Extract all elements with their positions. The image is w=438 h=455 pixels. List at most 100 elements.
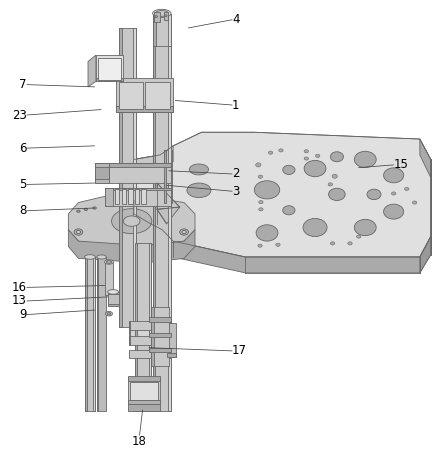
FancyBboxPatch shape	[108, 294, 119, 303]
FancyBboxPatch shape	[164, 11, 168, 20]
FancyBboxPatch shape	[130, 382, 158, 400]
Ellipse shape	[189, 164, 208, 175]
Ellipse shape	[304, 160, 326, 177]
Polygon shape	[128, 404, 159, 411]
Ellipse shape	[405, 187, 409, 191]
Text: 16: 16	[12, 281, 27, 294]
FancyBboxPatch shape	[130, 336, 170, 344]
Polygon shape	[157, 207, 180, 224]
Text: 8: 8	[20, 204, 27, 217]
FancyBboxPatch shape	[135, 189, 139, 204]
FancyBboxPatch shape	[152, 14, 171, 46]
Text: 4: 4	[232, 13, 240, 26]
Ellipse shape	[108, 290, 119, 294]
FancyBboxPatch shape	[168, 14, 171, 46]
Ellipse shape	[105, 260, 113, 264]
FancyBboxPatch shape	[128, 376, 159, 381]
Ellipse shape	[348, 242, 352, 245]
Ellipse shape	[283, 206, 295, 215]
FancyBboxPatch shape	[130, 321, 131, 344]
Ellipse shape	[93, 207, 96, 209]
Ellipse shape	[258, 175, 263, 178]
FancyBboxPatch shape	[154, 11, 159, 21]
Ellipse shape	[392, 192, 396, 195]
FancyBboxPatch shape	[96, 55, 123, 81]
FancyBboxPatch shape	[106, 187, 113, 206]
FancyBboxPatch shape	[149, 317, 171, 322]
Ellipse shape	[187, 183, 211, 197]
Text: 15: 15	[394, 158, 409, 172]
FancyBboxPatch shape	[166, 323, 176, 357]
Polygon shape	[145, 201, 184, 228]
Ellipse shape	[152, 9, 171, 17]
Ellipse shape	[259, 208, 263, 211]
Ellipse shape	[303, 218, 327, 237]
Text: 6: 6	[19, 142, 27, 155]
Ellipse shape	[85, 255, 95, 259]
FancyBboxPatch shape	[106, 187, 171, 206]
Ellipse shape	[180, 229, 188, 235]
Polygon shape	[134, 146, 173, 174]
Text: 9: 9	[19, 308, 27, 321]
Ellipse shape	[384, 168, 404, 183]
Ellipse shape	[106, 261, 112, 263]
Polygon shape	[134, 200, 173, 257]
Ellipse shape	[124, 216, 140, 227]
Ellipse shape	[413, 201, 417, 204]
FancyBboxPatch shape	[98, 58, 121, 80]
Polygon shape	[173, 237, 431, 273]
Ellipse shape	[268, 151, 273, 154]
FancyBboxPatch shape	[152, 14, 155, 46]
Ellipse shape	[74, 229, 83, 235]
FancyBboxPatch shape	[152, 16, 171, 411]
FancyBboxPatch shape	[168, 16, 171, 411]
Ellipse shape	[254, 181, 280, 199]
Ellipse shape	[330, 152, 343, 162]
Ellipse shape	[84, 208, 88, 211]
FancyBboxPatch shape	[105, 262, 113, 295]
FancyBboxPatch shape	[95, 167, 109, 179]
FancyBboxPatch shape	[141, 189, 146, 204]
FancyBboxPatch shape	[120, 82, 144, 109]
Ellipse shape	[112, 209, 152, 233]
FancyBboxPatch shape	[106, 187, 171, 190]
FancyBboxPatch shape	[130, 321, 170, 344]
Ellipse shape	[155, 15, 157, 17]
Ellipse shape	[304, 150, 308, 153]
FancyBboxPatch shape	[128, 400, 159, 404]
Ellipse shape	[77, 210, 80, 212]
Polygon shape	[420, 139, 431, 177]
Text: 1: 1	[232, 99, 240, 111]
Ellipse shape	[259, 201, 263, 204]
FancyBboxPatch shape	[166, 353, 176, 357]
Ellipse shape	[256, 163, 261, 167]
FancyBboxPatch shape	[85, 257, 95, 411]
Ellipse shape	[76, 230, 81, 233]
Text: 13: 13	[12, 294, 27, 308]
Ellipse shape	[106, 311, 113, 316]
Ellipse shape	[256, 225, 278, 241]
FancyBboxPatch shape	[128, 377, 159, 404]
FancyBboxPatch shape	[117, 78, 173, 112]
FancyBboxPatch shape	[115, 189, 120, 204]
FancyBboxPatch shape	[85, 257, 87, 411]
Ellipse shape	[97, 255, 106, 259]
Text: 3: 3	[232, 185, 240, 198]
FancyBboxPatch shape	[164, 151, 172, 202]
FancyBboxPatch shape	[151, 307, 154, 366]
Text: 2: 2	[232, 167, 240, 181]
FancyBboxPatch shape	[108, 292, 119, 305]
FancyBboxPatch shape	[130, 350, 170, 358]
Ellipse shape	[155, 10, 168, 16]
FancyBboxPatch shape	[149, 348, 171, 352]
Ellipse shape	[330, 242, 335, 245]
Ellipse shape	[276, 243, 280, 246]
FancyBboxPatch shape	[122, 189, 126, 204]
Polygon shape	[88, 55, 96, 87]
FancyBboxPatch shape	[151, 307, 169, 366]
FancyBboxPatch shape	[96, 78, 123, 81]
FancyBboxPatch shape	[117, 106, 173, 112]
Ellipse shape	[182, 230, 186, 233]
Text: 17: 17	[232, 344, 247, 357]
FancyBboxPatch shape	[135, 243, 138, 411]
